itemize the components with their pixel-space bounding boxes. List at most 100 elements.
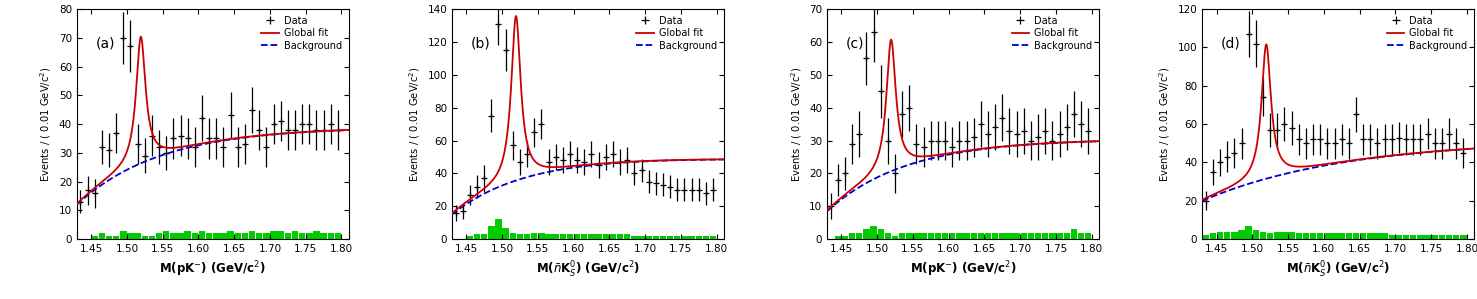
X-axis label: M($\bar{n}$K$^{0}_{S}$) (GeV/c$^{2}$): M($\bar{n}$K$^{0}_{S}$) (GeV/c$^{2}$): [1286, 260, 1390, 280]
Bar: [227, 231, 233, 239]
Bar: [112, 236, 120, 239]
Bar: [524, 234, 530, 239]
Bar: [134, 234, 140, 239]
Bar: [978, 233, 984, 239]
Bar: [1006, 233, 1013, 239]
Bar: [1325, 234, 1331, 239]
Bar: [199, 231, 205, 239]
Bar: [567, 234, 573, 239]
Bar: [149, 236, 155, 239]
Bar: [1288, 231, 1295, 239]
Bar: [328, 234, 334, 239]
Bar: [1260, 231, 1266, 239]
Bar: [623, 234, 631, 239]
Y-axis label: Events / ( 0.01 GeV/c$^{2}$): Events / ( 0.01 GeV/c$^{2}$): [408, 66, 422, 182]
Bar: [510, 233, 515, 239]
Bar: [1424, 235, 1431, 239]
Bar: [1439, 235, 1445, 239]
Bar: [595, 234, 601, 239]
X-axis label: M(pK$^{-}$) (GeV/c$^{2}$): M(pK$^{-}$) (GeV/c$^{2}$): [160, 260, 266, 279]
Bar: [1224, 231, 1230, 239]
Bar: [920, 233, 928, 239]
Bar: [263, 234, 270, 239]
Bar: [985, 233, 991, 239]
Bar: [1403, 235, 1409, 239]
Bar: [1267, 234, 1273, 239]
Bar: [1056, 233, 1063, 239]
Bar: [538, 233, 545, 239]
Bar: [668, 236, 674, 239]
Bar: [696, 236, 702, 239]
Bar: [703, 236, 709, 239]
Bar: [1210, 234, 1216, 239]
Bar: [998, 233, 1006, 239]
Bar: [1310, 234, 1316, 239]
Bar: [335, 234, 341, 239]
Legend: Data, Global fit, Background: Data, Global fit, Background: [635, 14, 719, 53]
Legend: Data, Global fit, Background: Data, Global fit, Background: [260, 14, 344, 53]
Y-axis label: Events / ( 0.01 GeV/c$^{2}$): Events / ( 0.01 GeV/c$^{2}$): [1158, 66, 1173, 182]
Bar: [177, 234, 183, 239]
Bar: [142, 236, 148, 239]
Bar: [674, 236, 681, 239]
Bar: [993, 233, 998, 239]
Bar: [532, 233, 538, 239]
Bar: [645, 236, 651, 239]
Bar: [1346, 234, 1351, 239]
Bar: [631, 236, 638, 239]
Bar: [242, 234, 248, 239]
Bar: [467, 236, 473, 239]
Bar: [1238, 230, 1245, 239]
Bar: [292, 231, 298, 239]
Bar: [913, 233, 920, 239]
Bar: [1275, 231, 1281, 239]
Bar: [92, 236, 97, 239]
Bar: [482, 234, 487, 239]
Bar: [899, 233, 905, 239]
Bar: [1071, 229, 1077, 239]
Bar: [970, 233, 976, 239]
Bar: [120, 231, 127, 239]
Bar: [688, 236, 694, 239]
Bar: [681, 236, 688, 239]
Bar: [1049, 233, 1056, 239]
Bar: [1374, 234, 1381, 239]
Bar: [660, 236, 666, 239]
Bar: [870, 226, 877, 239]
Bar: [1317, 234, 1323, 239]
Legend: Data, Global fit, Background: Data, Global fit, Background: [1385, 14, 1470, 53]
Bar: [1411, 235, 1416, 239]
Bar: [1035, 233, 1041, 239]
Bar: [220, 234, 226, 239]
Bar: [588, 234, 595, 239]
Text: (c): (c): [846, 36, 864, 51]
Bar: [1078, 233, 1084, 239]
Bar: [474, 234, 480, 239]
Bar: [1252, 230, 1258, 239]
X-axis label: M(pK$^{-}$) (GeV/c$^{2}$): M(pK$^{-}$) (GeV/c$^{2}$): [910, 260, 1016, 279]
Bar: [575, 234, 580, 239]
Bar: [1353, 234, 1359, 239]
Bar: [1331, 234, 1338, 239]
Bar: [487, 226, 495, 239]
Bar: [1232, 231, 1238, 239]
Bar: [1043, 233, 1049, 239]
Bar: [849, 233, 855, 239]
Bar: [278, 231, 284, 239]
Bar: [1381, 234, 1388, 239]
Bar: [285, 234, 291, 239]
Bar: [248, 231, 256, 239]
X-axis label: M($\bar{n}$K$^{0}_{S}$) (GeV/c$^{2}$): M($\bar{n}$K$^{0}_{S}$) (GeV/c$^{2}$): [536, 260, 640, 280]
Bar: [545, 234, 552, 239]
Bar: [1368, 234, 1374, 239]
Bar: [1281, 231, 1288, 239]
Bar: [1388, 235, 1394, 239]
Bar: [928, 233, 933, 239]
Bar: [1295, 234, 1303, 239]
Bar: [235, 234, 241, 239]
Bar: [1360, 234, 1366, 239]
Y-axis label: Events / ( 0.01 GeV/c$^{2}$): Events / ( 0.01 GeV/c$^{2}$): [38, 66, 53, 182]
Text: (b): (b): [471, 36, 490, 51]
Bar: [552, 234, 558, 239]
Bar: [1396, 235, 1402, 239]
